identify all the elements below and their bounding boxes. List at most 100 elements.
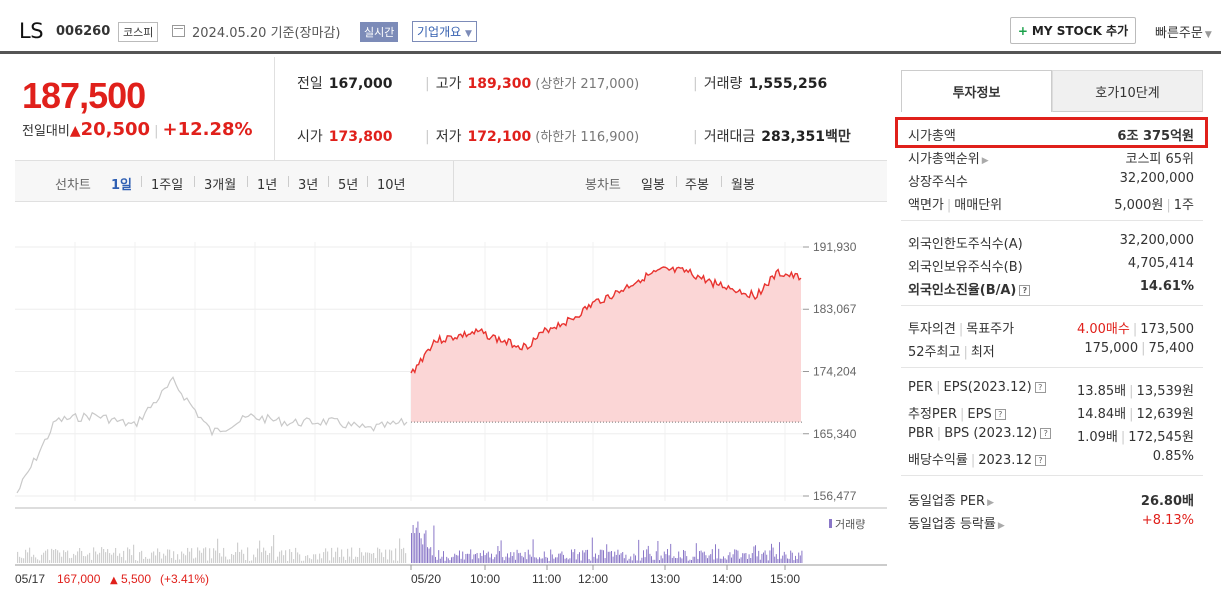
volume-bar (735, 549, 737, 563)
volume-bar (540, 558, 542, 563)
volume-bar (702, 552, 704, 563)
volume-bar (740, 557, 742, 563)
help-icon[interactable]: ? (1034, 382, 1046, 393)
volume-bar (708, 555, 710, 563)
period-3m[interactable]: 3개월 (204, 178, 237, 193)
volume-bar (177, 554, 179, 563)
industry-rate-label[interactable]: 동일업종 등락률 (908, 517, 996, 532)
volume-bar (161, 558, 163, 563)
volume-bar (478, 558, 480, 563)
volume-bar (179, 559, 181, 563)
par-row: 액면가 | 매매단위 5,000원 | 1주 (901, 191, 1203, 214)
volume-bar (59, 552, 61, 563)
volume-bar (430, 547, 432, 563)
volume-bar (761, 553, 763, 563)
volume-bar (550, 549, 552, 563)
candle-weekly[interactable]: 주봉 (685, 178, 709, 193)
volume-bar (601, 549, 603, 563)
volume-bar (357, 556, 359, 563)
volume-bar (245, 560, 247, 563)
volume-bar (319, 553, 321, 563)
volume-bar (249, 560, 251, 563)
volume-bar (69, 558, 71, 563)
volume-bar (795, 555, 796, 563)
volume-bar (641, 557, 643, 563)
volume-bar (155, 555, 157, 563)
prev-close: 전일 167,000 (297, 73, 393, 93)
volume-bar (51, 548, 53, 563)
help-icon[interactable]: ? (1034, 455, 1046, 466)
volume-bar (476, 552, 478, 563)
volume-bar (39, 560, 41, 563)
volume-bar (588, 559, 590, 563)
stock-header: LS 006260 코스피 2024.05.20 기준(장마감) 실시간 기업개… (0, 0, 1221, 54)
period-1w[interactable]: 1주일 (151, 178, 184, 193)
volume-bar (289, 549, 291, 563)
tab-invest-info[interactable]: 투자정보 (901, 70, 1052, 112)
realtime-button[interactable]: 실시간 (360, 22, 399, 42)
candle-daily[interactable]: 일봉 (641, 178, 665, 193)
volume-bar (662, 558, 664, 563)
tab-order-book[interactable]: 호가10단계 (1052, 70, 1203, 112)
volume-bar (371, 553, 373, 563)
candle-monthly[interactable]: 월봉 (731, 178, 755, 193)
help-icon[interactable]: ? (1019, 285, 1031, 296)
help-icon[interactable]: ? (994, 409, 1006, 420)
volume-bar (349, 556, 351, 563)
volume-bar (361, 552, 363, 563)
volume-bar (667, 549, 668, 563)
industry-per-row: 동일업종 PER ▶ 26.80배 (901, 487, 1203, 510)
period-10y[interactable]: 10년 (377, 178, 406, 193)
volume-bar (563, 554, 564, 563)
volume-bar (475, 554, 476, 563)
x-tick-label: 11:00 (532, 572, 561, 586)
foreign-limit-row: 외국인한도주식수(A) 32,200,000 (901, 230, 1203, 253)
volume-bar (423, 533, 425, 563)
volume-bar (556, 557, 558, 563)
volume-bar (45, 550, 47, 563)
volume-bar (711, 549, 713, 563)
corp-info-dropdown[interactable]: 기업개요 ▼ (412, 21, 477, 42)
my-stock-add-button[interactable]: + MY STOCK 추가 (1010, 17, 1136, 44)
up-arrow-icon: ▲ (69, 123, 81, 139)
volume-bar (580, 560, 582, 563)
volume-bar (167, 549, 169, 563)
volume-bar (483, 550, 484, 563)
volume-bar (611, 550, 612, 563)
volume-bar (139, 552, 141, 563)
period-5y[interactable]: 5년 (338, 178, 359, 193)
volume-bar (279, 551, 281, 563)
volume-bar (143, 558, 145, 563)
x-tick-label: 12:00 (578, 572, 608, 586)
quick-order-button[interactable]: 빠른주문 ▼ (1155, 22, 1212, 41)
divider: | (936, 426, 942, 441)
price-change-row: 전일대비▲20,500 | +12.28% (22, 119, 253, 140)
divider: | (1120, 430, 1126, 445)
volume-bar (117, 555, 119, 563)
volume-bar (313, 554, 315, 563)
volume-bar (643, 550, 644, 563)
period-1d[interactable]: 1일 (111, 178, 133, 193)
period-3y[interactable]: 3년 (298, 178, 319, 193)
volume-bar (283, 555, 285, 563)
volume-bar (173, 551, 175, 563)
volume-legend: 거래량 (835, 518, 865, 531)
opinion-row: 투자의견 | 목표주가 4.00매수 | 173,500 (901, 315, 1203, 338)
volume-bar (137, 560, 139, 563)
high-value: 189,300 (467, 76, 532, 92)
candle-chart-label: 봉차트 (585, 178, 621, 193)
volume-bar (505, 556, 507, 563)
industry-per-label[interactable]: 동일업종 PER (908, 494, 986, 509)
volume-bar (436, 559, 438, 563)
volume-bar (724, 558, 726, 563)
volume-bar (229, 559, 231, 563)
help-icon[interactable]: ? (1040, 428, 1052, 439)
upper-limit: (상한가 217,000) (535, 77, 640, 92)
series-today (410, 266, 802, 375)
change-percent: +12.28% (162, 119, 253, 140)
volume-bar (201, 552, 203, 563)
volume-bar (743, 553, 745, 563)
period-1y[interactable]: 1년 (257, 178, 278, 193)
volume-bar (327, 551, 329, 563)
volume-bar (606, 544, 608, 563)
